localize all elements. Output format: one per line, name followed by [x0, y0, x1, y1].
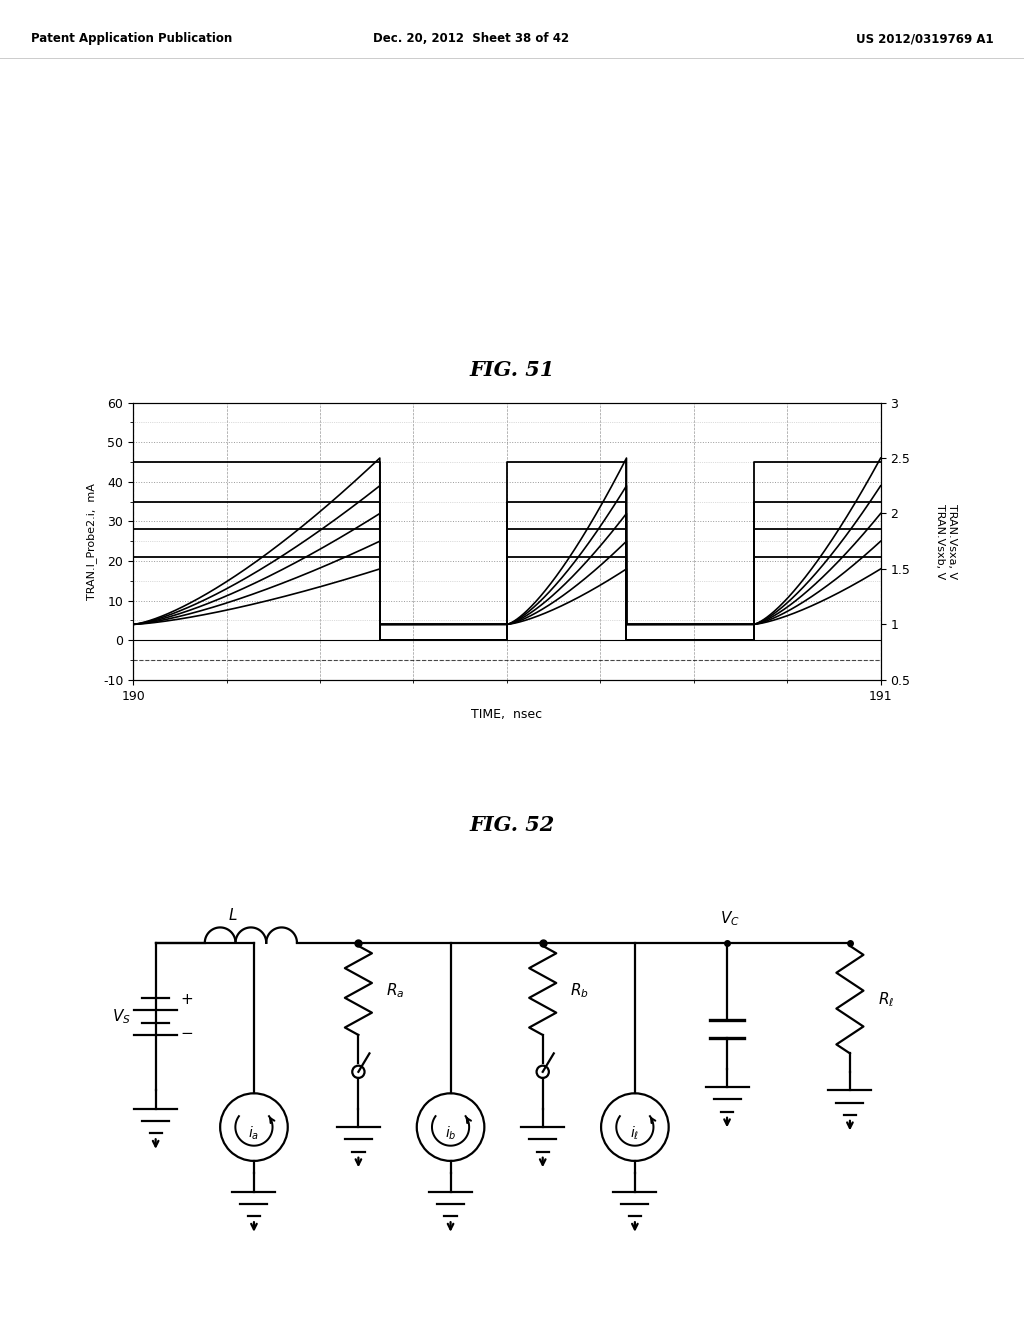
Text: L: L	[228, 908, 237, 923]
Y-axis label: TRAN.I_Probe2.i,  mA: TRAN.I_Probe2.i, mA	[87, 483, 97, 599]
Text: $R_\ell$: $R_\ell$	[878, 990, 894, 1008]
Text: US 2012/0319769 A1: US 2012/0319769 A1	[856, 32, 993, 45]
Text: $V_S$: $V_S$	[113, 1007, 131, 1026]
Text: $V_C$: $V_C$	[720, 909, 740, 928]
X-axis label: TIME,  nsec: TIME, nsec	[471, 708, 543, 721]
Text: +: +	[180, 991, 193, 1007]
Text: $i_b$: $i_b$	[444, 1125, 457, 1142]
Text: FIG. 52: FIG. 52	[469, 814, 555, 836]
Y-axis label: TRAN.Vsxa, V
TRAN.Vsxb, V: TRAN.Vsxa, V TRAN.Vsxb, V	[935, 503, 957, 579]
Text: $i_\ell$: $i_\ell$	[630, 1125, 640, 1142]
Text: $R_a$: $R_a$	[386, 981, 404, 999]
Text: Patent Application Publication: Patent Application Publication	[31, 32, 232, 45]
Text: $R_b$: $R_b$	[570, 981, 589, 999]
Text: −: −	[180, 1026, 193, 1041]
Text: Dec. 20, 2012  Sheet 38 of 42: Dec. 20, 2012 Sheet 38 of 42	[373, 32, 569, 45]
Text: FIG. 51: FIG. 51	[469, 359, 555, 380]
Text: $i_a$: $i_a$	[249, 1125, 259, 1142]
